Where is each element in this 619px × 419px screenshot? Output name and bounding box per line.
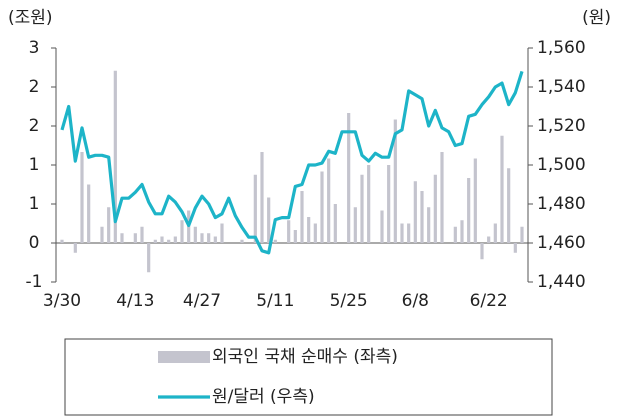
bar (493, 223, 497, 243)
bar (400, 223, 404, 243)
bar (60, 239, 64, 243)
y2-tick-label: 1,540 (537, 77, 586, 97)
bar (287, 220, 291, 243)
bar (413, 181, 417, 243)
y-tick-label: 1 (29, 194, 40, 214)
bar (507, 168, 511, 243)
bar (140, 226, 144, 243)
legend-label: 원/달러 (우측) (212, 387, 315, 407)
bar (380, 210, 384, 243)
bar (100, 226, 104, 243)
bar (87, 184, 91, 243)
y2-axis-label: (원) (582, 8, 611, 28)
bar (333, 204, 337, 243)
y2-tick-label: 1,520 (537, 116, 586, 136)
y-tick-label: -1 (26, 272, 43, 292)
bar (520, 226, 524, 243)
bar (213, 236, 217, 243)
x-tick-label: 5/25 (330, 291, 368, 311)
bar (453, 226, 457, 243)
bar (80, 152, 84, 243)
bar (407, 223, 411, 243)
y2-tick-label: 1,460 (537, 233, 586, 253)
line (60, 70, 524, 255)
bar (300, 191, 304, 243)
bar (327, 158, 331, 243)
bar (427, 207, 431, 243)
bar (347, 113, 351, 243)
bar (120, 233, 124, 243)
bar (167, 239, 171, 243)
legend-swatch (158, 351, 210, 363)
bar (467, 178, 471, 243)
bar (487, 236, 491, 243)
bar (387, 165, 391, 243)
y-tick-label: 0 (29, 233, 40, 253)
bar (200, 233, 204, 243)
bar (440, 152, 444, 243)
bar (367, 165, 371, 243)
y-tick-label: 1 (29, 155, 40, 175)
y-tick-label: 2 (29, 77, 40, 97)
bar (113, 70, 117, 243)
bar (267, 197, 271, 243)
bar (500, 135, 504, 243)
x-tick-label: 4/13 (116, 291, 154, 311)
bar (480, 243, 484, 260)
bar (420, 191, 424, 243)
x-tick-label: 4/27 (183, 291, 221, 311)
bar (180, 220, 184, 243)
x-tick-label: 5/11 (256, 291, 294, 311)
bar (513, 243, 517, 253)
y2-tick-label: 1,440 (537, 272, 586, 292)
bar (320, 171, 324, 243)
x-tick-label: 6/8 (402, 291, 429, 311)
bar (220, 223, 224, 243)
y2-tick-label: 1,500 (537, 155, 586, 175)
bar (313, 223, 317, 243)
legend-box (64, 338, 553, 416)
x-tick-label: 6/22 (470, 291, 508, 311)
y-axis-label: (조원) (8, 8, 53, 28)
x-tick-label: 3/30 (43, 291, 81, 311)
bar (260, 152, 264, 243)
bar (253, 174, 257, 243)
y-tick-label: 3 (29, 38, 40, 58)
bar (353, 207, 357, 243)
bar (193, 226, 197, 243)
y-tick-label: 2 (29, 116, 40, 136)
bar (240, 239, 244, 243)
bar (433, 174, 437, 243)
bar (207, 233, 211, 243)
bar (153, 239, 157, 243)
bar (273, 239, 277, 243)
bar (473, 158, 477, 243)
bar (73, 243, 77, 253)
bar (393, 119, 397, 243)
bar (147, 243, 151, 273)
bar (107, 207, 111, 243)
legend-label: 외국인 국채 순매수 (좌측) (212, 347, 398, 367)
bar (160, 236, 164, 243)
bar (360, 174, 364, 243)
bar (307, 217, 311, 243)
bar (173, 236, 177, 243)
bar (293, 230, 297, 243)
y2-tick-label: 1,560 (537, 38, 586, 58)
bar (133, 233, 137, 243)
y2-tick-label: 1,480 (537, 194, 586, 214)
bar (460, 220, 464, 243)
